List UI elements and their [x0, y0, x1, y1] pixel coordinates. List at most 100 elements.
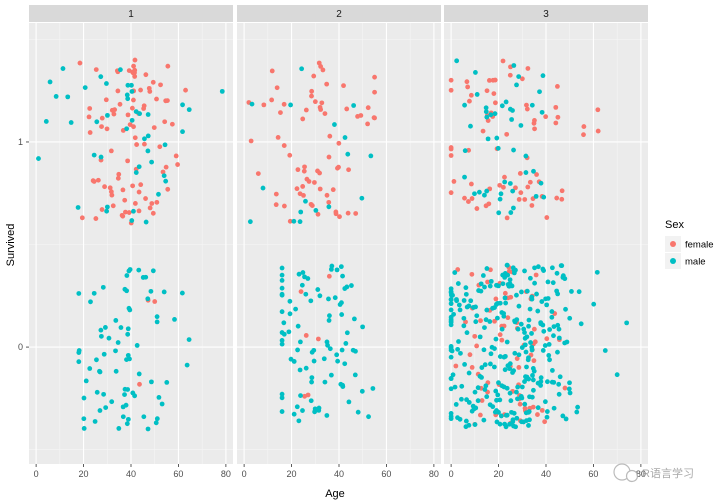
data-point-female — [183, 87, 188, 93]
data-point-female — [297, 191, 303, 197]
data-point-male — [164, 380, 170, 385]
y-axis-title: Survived — [5, 224, 17, 267]
data-point-male — [538, 383, 544, 388]
data-point-male — [287, 298, 293, 304]
data-point-female — [524, 106, 530, 112]
data-point-male — [299, 282, 305, 288]
data-point-male — [563, 306, 568, 312]
data-point-male — [472, 389, 478, 395]
data-point-male — [624, 320, 630, 326]
data-point-male — [295, 347, 300, 353]
data-point-female — [353, 211, 359, 216]
data-point-male — [140, 275, 146, 280]
data-point-male — [507, 106, 513, 112]
data-point-male — [464, 304, 470, 310]
data-point-male — [547, 357, 552, 363]
legend-title: Sex — [665, 219, 684, 231]
data-point-male — [327, 313, 332, 319]
data-point-male — [540, 348, 546, 353]
data-point-female — [451, 179, 457, 184]
data-point-female — [506, 269, 512, 274]
data-point-male — [547, 327, 553, 332]
data-point-male — [488, 278, 494, 284]
data-point-male — [288, 102, 293, 108]
data-point-male — [340, 273, 345, 279]
data-point-male — [311, 358, 317, 364]
data-point-male — [481, 417, 487, 423]
data-point-male — [507, 181, 513, 186]
data-point-male — [546, 353, 552, 358]
data-point-male — [332, 295, 338, 301]
data-point-female — [448, 145, 454, 150]
data-point-male — [81, 416, 87, 422]
data-point-male — [502, 179, 508, 185]
data-point-male — [457, 416, 463, 422]
data-point-male — [219, 88, 225, 94]
data-point-male — [542, 399, 548, 405]
x-tick-label: 80 — [221, 469, 231, 479]
data-point-female — [315, 168, 320, 174]
data-point-female — [294, 186, 300, 192]
data-point-male — [342, 286, 348, 291]
data-point-female — [502, 174, 507, 180]
data-point-female — [553, 104, 559, 110]
data-point-male — [542, 343, 548, 348]
data-point-male — [529, 347, 535, 353]
data-point-male — [297, 367, 303, 373]
data-point-male — [352, 372, 358, 378]
data-point-male — [554, 270, 560, 276]
data-point-male — [113, 318, 119, 323]
data-point-female — [535, 412, 540, 417]
data-point-female — [542, 419, 548, 425]
data-point-female — [248, 138, 254, 144]
data-point-male — [103, 405, 109, 410]
data-point-male — [556, 326, 562, 332]
data-point-male — [516, 74, 522, 79]
data-point-male — [519, 289, 524, 295]
data-point-male — [544, 414, 550, 420]
data-point-male — [279, 278, 285, 283]
data-point-female — [300, 116, 306, 122]
data-point-female — [281, 203, 287, 209]
data-point-male — [82, 85, 88, 90]
data-point-female — [87, 106, 93, 111]
data-point-male — [505, 363, 511, 369]
data-point-male — [308, 398, 314, 404]
data-point-male — [456, 302, 462, 308]
data-point-male — [120, 414, 126, 420]
data-point-female — [136, 189, 142, 195]
data-point-male — [94, 389, 100, 395]
data-point-male — [544, 409, 550, 414]
data-point-male — [523, 170, 529, 175]
data-point-male — [123, 402, 129, 408]
data-point-male — [531, 168, 536, 174]
data-point-male — [161, 289, 167, 295]
data-point-male — [488, 112, 494, 118]
data-point-male — [567, 380, 572, 386]
data-point-male — [514, 82, 519, 88]
data-point-male — [459, 396, 464, 402]
data-point-female — [527, 179, 533, 185]
data-point-female — [274, 85, 280, 91]
data-point-female — [309, 88, 315, 94]
data-point-female — [255, 171, 261, 176]
data-point-female — [132, 57, 138, 63]
data-point-male — [247, 219, 253, 225]
data-point-male — [528, 340, 533, 345]
data-point-female — [336, 140, 342, 146]
data-point-male — [455, 346, 461, 352]
data-point-female — [455, 267, 461, 272]
x-axis-title: Age — [325, 488, 345, 500]
data-point-female — [531, 326, 537, 332]
x-tick-label: 0 — [34, 469, 39, 479]
data-point-male — [281, 331, 287, 337]
data-point-male — [497, 397, 503, 403]
data-point-male — [124, 92, 130, 98]
data-point-male — [294, 404, 300, 410]
data-point-male — [134, 343, 140, 348]
data-point-male — [489, 344, 495, 350]
data-point-male — [313, 208, 319, 213]
data-point-female — [103, 97, 109, 103]
data-point-male — [149, 379, 154, 385]
data-point-male — [495, 145, 501, 151]
